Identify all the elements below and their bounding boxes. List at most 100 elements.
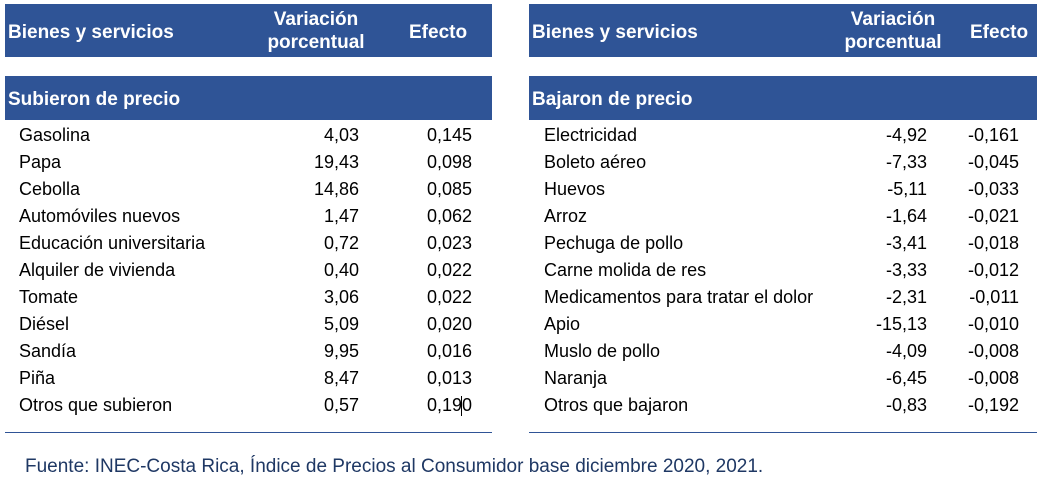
table-row: Boleto aéreo -7,33 -0,045 bbox=[529, 148, 1037, 175]
header-effect: Efecto bbox=[970, 22, 1029, 43]
item-name: Tomate bbox=[19, 287, 79, 307]
item-name: Electricidad bbox=[544, 125, 638, 145]
source-note: Fuente: INEC-Costa Rica, Índice de Preci… bbox=[25, 456, 764, 477]
effect-value: 0,016 bbox=[426, 341, 472, 361]
item-name: Educación universitaria bbox=[19, 233, 206, 253]
table-row: Otros que subieron 0,57 0,190 bbox=[5, 391, 492, 418]
item-name: Otros que subieron bbox=[19, 395, 173, 415]
item-name: Cebolla bbox=[19, 179, 81, 199]
rows-decreases: Electricidad -4,92 -0,161 Boleto aéreo -7,33… bbox=[529, 121, 1037, 418]
table-row: Electricidad -4,92 -0,161 bbox=[529, 121, 1037, 148]
percent-change-value: 0,40 bbox=[323, 260, 359, 280]
header-goods-services: Bienes y servicios bbox=[532, 22, 698, 43]
item-name: Naranja bbox=[544, 368, 608, 388]
percent-change-value: -5,11 bbox=[887, 179, 927, 199]
percent-change-value: -4,92 bbox=[885, 125, 927, 145]
effect-value: -0,021 bbox=[967, 206, 1019, 226]
effect-value: 0,022 bbox=[426, 287, 472, 307]
table-row: Diésel 5,09 0,020 bbox=[5, 310, 492, 337]
table-row: Piña 8,47 0,013 bbox=[5, 364, 492, 391]
effect-value: -0,192 bbox=[967, 395, 1019, 415]
effect-value: -0,045 bbox=[967, 152, 1019, 172]
percent-change-value: 1,47 bbox=[323, 206, 359, 226]
section-title-decreases: Bajaron de precio bbox=[529, 76, 1037, 120]
effect-value: 0,085 bbox=[426, 179, 472, 199]
percent-change-value: 3,06 bbox=[323, 287, 359, 307]
item-name: Gasolina bbox=[19, 125, 91, 145]
percent-change-value: 5,09 bbox=[323, 314, 359, 334]
percent-change-value: -0,83 bbox=[885, 395, 927, 415]
section-label: Bajaron de precio bbox=[532, 89, 693, 110]
table-row: Pechuga de pollo -3,41 -0,018 bbox=[529, 229, 1037, 256]
effect-value: -0,010 bbox=[967, 314, 1019, 334]
item-name: Diésel bbox=[19, 314, 70, 334]
effect-value: 0,145 bbox=[426, 125, 472, 145]
table-row: Apio -15,13 -0,010 bbox=[529, 310, 1037, 337]
item-name: Muslo de pollo bbox=[544, 341, 661, 361]
table-row: Tomate 3,06 0,022 bbox=[5, 283, 492, 310]
table-row: Arroz -1,64 -0,021 bbox=[529, 202, 1037, 229]
table-row: Educación universitaria 0,72 0,023 bbox=[5, 229, 492, 256]
header-percent-change: Variación porcentual bbox=[267, 9, 365, 53]
effect-value: -0,018 bbox=[967, 233, 1019, 253]
effect-value: 0,062 bbox=[426, 206, 472, 226]
percent-change-value: -3,33 bbox=[885, 260, 927, 280]
effect-value: 0,022 bbox=[426, 260, 472, 280]
item-name: Arroz bbox=[544, 206, 588, 226]
table-row: Sandía 9,95 0,016 bbox=[5, 337, 492, 364]
header-effect: Efecto bbox=[409, 22, 468, 43]
percent-change-value: -7,33 bbox=[885, 152, 927, 172]
header-percent-change: Variación porcentual bbox=[844, 9, 942, 53]
effect-value: -0,161 bbox=[967, 125, 1019, 145]
percent-change-value: -2,31 bbox=[885, 287, 927, 307]
percent-change-value: 14,86 bbox=[313, 179, 359, 199]
item-name: Sandía bbox=[19, 341, 77, 361]
table-row: Papa 19,43 0,098 bbox=[5, 148, 492, 175]
text-cursor bbox=[461, 396, 462, 416]
bottom-divider bbox=[529, 432, 1037, 433]
item-name: Carne molida de res bbox=[544, 260, 707, 280]
percent-change-value: 19,43 bbox=[313, 152, 359, 172]
item-name: Pechuga de pollo bbox=[544, 233, 684, 253]
percent-change-value: 0,57 bbox=[323, 395, 359, 415]
percent-change-value: -6,45 bbox=[885, 368, 927, 388]
percent-change-value: -1,64 bbox=[885, 206, 927, 226]
table-row: Automóviles nuevos 1,47 0,062 bbox=[5, 202, 492, 229]
rows-increases: Gasolina 4,03 0,145 Papa 19,43 0,098 Cebolla 14… bbox=[5, 121, 492, 418]
header-goods-services: Bienes y servicios bbox=[8, 22, 174, 43]
effect-value: -0,008 bbox=[967, 341, 1019, 361]
table-row: Muslo de pollo -4,09 -0,008 bbox=[529, 337, 1037, 364]
item-name: Boleto aéreo bbox=[544, 152, 647, 172]
table-row: Otros que bajaron -0,83 -0,192 bbox=[529, 391, 1037, 418]
table-row: Naranja -6,45 -0,008 bbox=[529, 364, 1037, 391]
table-header: Bienes y servicios Variación porcentual … bbox=[529, 4, 1037, 57]
percent-change-value: 8,47 bbox=[323, 368, 359, 388]
percent-change-value: 4,03 bbox=[323, 125, 359, 145]
percent-change-value: 9,95 bbox=[323, 341, 359, 361]
item-name: Otros que bajaron bbox=[544, 395, 689, 415]
section-title-increases: Subieron de precio bbox=[5, 76, 492, 120]
percent-change-value: -15,13 bbox=[875, 314, 927, 334]
percent-change-value: -3,41 bbox=[885, 233, 927, 253]
table-row: Medicamentos para tratar el dolor -2,31 -0… bbox=[529, 283, 1037, 310]
percent-change-value: -4,09 bbox=[885, 341, 927, 361]
item-name: Apio bbox=[544, 314, 581, 334]
table-header: Bienes y servicios Variación porcentual … bbox=[5, 4, 492, 57]
item-name: Papa bbox=[19, 152, 62, 172]
effect-value: 0,023 bbox=[426, 233, 472, 253]
table-row: Cebolla 14,86 0,085 bbox=[5, 175, 492, 202]
table-row: Gasolina 4,03 0,145 bbox=[5, 121, 492, 148]
table-row: Carne molida de res -3,33 -0,012 bbox=[529, 256, 1037, 283]
effect-value: -0,008 bbox=[967, 368, 1019, 388]
percent-change-value: 0,72 bbox=[323, 233, 359, 253]
effect-value: 0,098 bbox=[426, 152, 472, 172]
effect-value: 0,020 bbox=[426, 314, 472, 334]
table-row: Huevos -5,11 -0,033 bbox=[529, 175, 1037, 202]
item-name: Automóviles nuevos bbox=[19, 206, 181, 226]
bottom-divider bbox=[5, 432, 492, 433]
item-name: Piña bbox=[19, 368, 56, 388]
effect-value: 0,013 bbox=[426, 368, 472, 388]
item-name: Alquiler de vivienda bbox=[19, 260, 176, 280]
effect-value: -0,033 bbox=[967, 179, 1019, 199]
effect-value: -0,012 bbox=[967, 260, 1019, 280]
